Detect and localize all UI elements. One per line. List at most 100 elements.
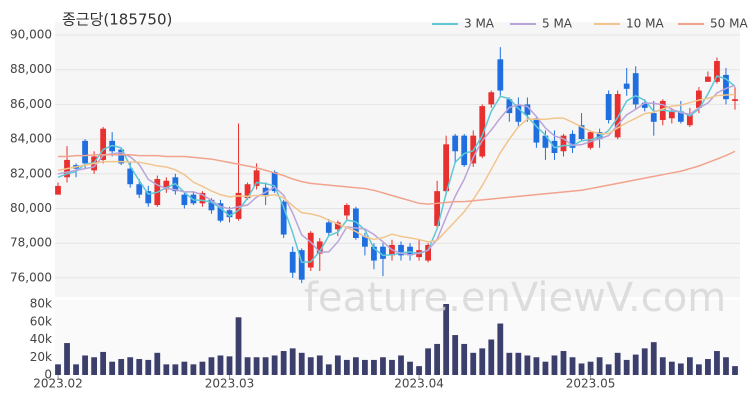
volume-bar	[551, 355, 558, 375]
candle-body	[623, 83, 630, 89]
volume-bar	[488, 339, 495, 375]
volume-bar	[569, 357, 576, 375]
candle-body	[298, 250, 305, 280]
candle-body	[705, 76, 711, 82]
volume-bar	[253, 357, 260, 375]
volume-bar	[641, 348, 648, 375]
candle-body	[407, 246, 413, 256]
candle-body	[307, 232, 314, 268]
volume-bar	[190, 364, 197, 375]
volume-bar	[172, 364, 179, 375]
watermark: feature.enViewV.com	[304, 275, 726, 321]
candle-body	[163, 180, 170, 190]
candle-body	[497, 59, 504, 91]
volume-bar	[732, 366, 738, 375]
volume-bar	[650, 342, 657, 375]
y-tick-label: 76,000	[10, 270, 52, 284]
volume-bar	[632, 354, 639, 375]
volume-bar	[714, 351, 720, 375]
legend-label: 3 MA	[464, 17, 495, 31]
candle-body	[380, 246, 386, 259]
x-tick-label: 2023.04	[394, 377, 444, 391]
volume-bar	[136, 359, 143, 375]
x-tick-label: 2023.02	[33, 377, 83, 391]
candle-body	[334, 222, 341, 230]
candle-body	[479, 106, 486, 157]
candle-body	[208, 199, 215, 211]
volume-bar	[199, 361, 206, 375]
candle-body	[686, 114, 693, 126]
volume-bar	[659, 357, 666, 375]
candle-body	[632, 73, 639, 105]
y-tick-label: 0	[44, 368, 52, 382]
volume-bar	[587, 361, 594, 375]
volume-bar	[371, 359, 377, 375]
y-tick-label: 60k	[30, 314, 52, 328]
y-tick-label: 80k	[30, 297, 52, 311]
candle-body	[316, 241, 323, 254]
volume-bar	[334, 355, 341, 375]
volume-bar	[289, 348, 296, 375]
volume-bar	[686, 357, 693, 375]
volume-bar	[434, 343, 441, 375]
legend-label: 10 MA	[626, 17, 664, 31]
candle-body	[434, 191, 441, 226]
volume-bar	[280, 351, 287, 375]
volume-bar	[479, 348, 486, 375]
candle-body	[280, 201, 287, 235]
y-tick-label: 40k	[30, 332, 52, 346]
volume-bar	[578, 363, 585, 375]
candle-body	[118, 149, 125, 164]
candle-body	[569, 133, 576, 148]
volume-bar	[235, 317, 242, 375]
volume-bar	[677, 363, 684, 375]
volume-bar	[343, 359, 350, 375]
candle-body	[524, 104, 531, 115]
volume-bar	[470, 352, 477, 375]
volume-bar	[100, 351, 107, 375]
candle-body	[235, 192, 242, 219]
candle-body	[714, 61, 720, 82]
chart-title: 종근당(185750)	[62, 11, 172, 29]
volume-bar	[723, 357, 729, 375]
candle-body	[732, 99, 738, 101]
candle-body	[506, 99, 513, 114]
candle-body	[362, 236, 368, 247]
volume-bar	[208, 357, 215, 375]
candle-body	[443, 144, 450, 192]
volume-bar	[352, 357, 359, 375]
candle-body	[605, 94, 612, 121]
volume-bar	[118, 359, 125, 375]
candle-body	[398, 244, 404, 256]
volume-bar	[145, 359, 152, 375]
candle-body	[488, 92, 495, 105]
volume-bar	[398, 355, 404, 375]
volume-bar	[298, 352, 305, 375]
volume-bar	[262, 357, 269, 375]
candle-body	[343, 205, 350, 216]
y-tick-label: 80,000	[10, 201, 52, 215]
candle-body	[271, 172, 278, 192]
candle-body	[578, 125, 585, 140]
volume-bar	[542, 361, 549, 375]
volume-bar	[325, 364, 332, 375]
ma-line	[57, 75, 736, 264]
volume-bar	[668, 361, 675, 375]
volume-bar	[217, 355, 224, 375]
x-tick-label: 2023.03	[205, 377, 255, 391]
candle-body	[55, 185, 61, 195]
volume-bar	[623, 359, 630, 375]
volume-bar	[55, 364, 61, 375]
volume-bar	[64, 343, 70, 375]
volume-bar	[91, 357, 97, 375]
volume-bar	[614, 352, 621, 375]
candle-body	[289, 251, 296, 273]
candle-body	[253, 170, 260, 186]
volume-bar	[362, 359, 368, 375]
candle-body	[596, 132, 603, 140]
volume-bar	[696, 364, 702, 375]
candle-body	[145, 191, 152, 204]
volume-bar	[127, 357, 134, 375]
volume-bar	[443, 304, 450, 375]
